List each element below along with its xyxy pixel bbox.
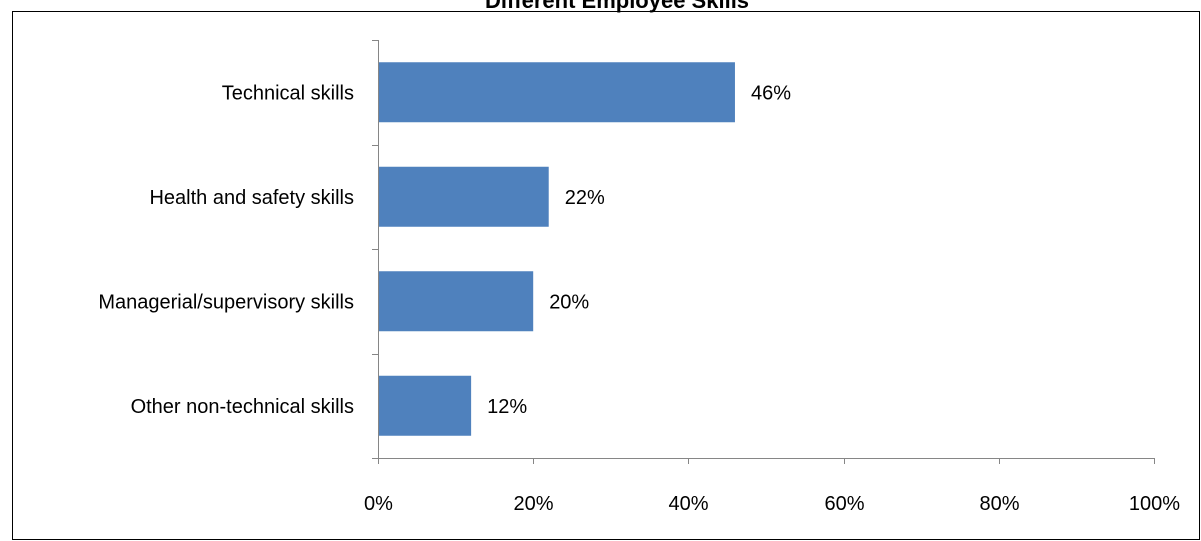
labels-layer: Technical skills 46% Health and safety ski… xyxy=(98,82,791,418)
chart-title: Different Employee Skills xyxy=(485,0,749,13)
axes-layer: 0% 20% 40% 60% 80% 100% xyxy=(364,40,1180,515)
category-label: Managerial/supervisory skills xyxy=(98,291,354,313)
x-tick-label: 20% xyxy=(513,493,553,515)
bar xyxy=(379,166,549,227)
category-label: Technical skills xyxy=(222,82,354,104)
x-tick-label: 80% xyxy=(979,493,1019,515)
bar xyxy=(379,271,534,332)
data-label: 20% xyxy=(549,291,589,313)
data-label: 46% xyxy=(751,82,791,104)
x-tick-label: 60% xyxy=(824,493,864,515)
bars-layer xyxy=(379,62,735,436)
category-label: Health and safety skills xyxy=(149,187,354,209)
category-label: Other non-technical skills xyxy=(131,396,354,418)
bar xyxy=(379,62,735,123)
data-label: 12% xyxy=(487,396,527,418)
x-tick-label: 100% xyxy=(1129,493,1180,515)
data-label: 22% xyxy=(565,187,605,209)
x-tick-label: 40% xyxy=(668,493,708,515)
chart-border xyxy=(12,11,1200,540)
x-tick-label: 0% xyxy=(364,493,393,515)
bar xyxy=(379,375,472,436)
